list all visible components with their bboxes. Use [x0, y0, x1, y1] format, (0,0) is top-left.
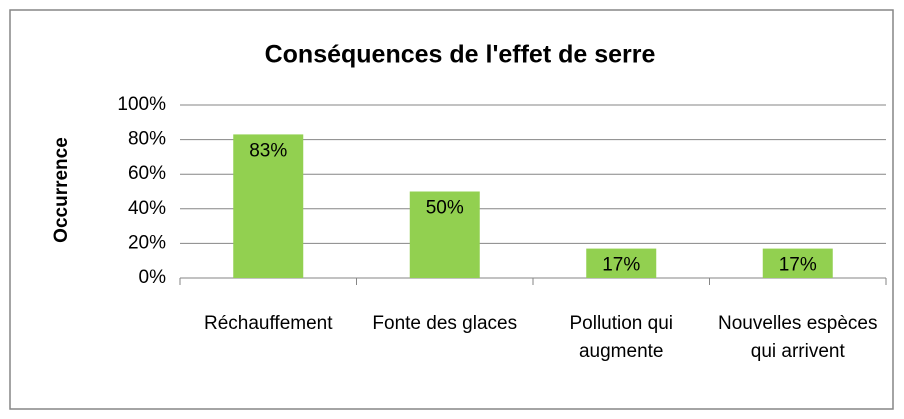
y-axis-label: Occurrence — [51, 137, 72, 243]
y-tick-label: 0% — [139, 267, 167, 288]
y-tick-label: 20% — [128, 232, 166, 253]
data-label: 17% — [779, 255, 817, 276]
x-tick-label-box: Fonte des glaces — [372, 313, 518, 334]
data-label: 17% — [602, 255, 640, 276]
chart-title: Conséquences de l'effet de serre — [265, 41, 656, 69]
bar — [409, 191, 480, 278]
x-tick-label-box: Nouvelles espèces qui arrivent — [718, 313, 878, 362]
data-label: 50% — [426, 198, 464, 219]
bar — [233, 134, 304, 278]
y-tick-label: 100% — [117, 94, 166, 115]
y-tick-label: 80% — [128, 129, 166, 150]
bar — [586, 248, 657, 278]
data-label: 83% — [249, 140, 287, 161]
x-tick-label: Nouvelles espèces qui arrivent — [718, 313, 878, 362]
x-tick-label: Pollution qui augmente — [569, 313, 674, 362]
y-tick-label: 60% — [128, 163, 166, 184]
x-tick-label: Réchauffement — [203, 313, 333, 334]
x-tick-label: Fonte des glaces — [372, 313, 518, 334]
bar — [762, 248, 833, 278]
x-tick-label-box: Pollution qui augmente — [569, 313, 674, 362]
y-tick-label: 40% — [128, 198, 166, 219]
x-tick-label-box: Réchauffement — [203, 313, 333, 334]
